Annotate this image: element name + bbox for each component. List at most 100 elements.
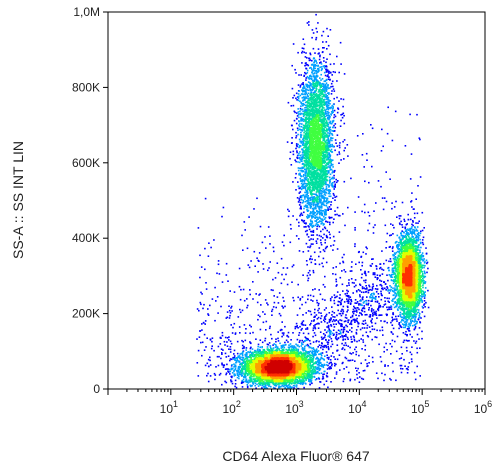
data-point bbox=[229, 348, 232, 351]
data-point bbox=[311, 189, 314, 192]
data-point bbox=[302, 83, 305, 86]
data-point bbox=[269, 243, 271, 245]
data-point bbox=[355, 333, 358, 335]
data-point bbox=[319, 251, 322, 253]
data-point bbox=[322, 89, 324, 91]
data-point bbox=[261, 346, 263, 348]
data-point bbox=[364, 180, 366, 183]
data-point bbox=[329, 53, 331, 56]
data-point bbox=[309, 294, 312, 297]
data-point bbox=[398, 323, 400, 326]
data-point bbox=[304, 230, 307, 233]
data-point bbox=[365, 279, 367, 281]
data-point bbox=[320, 79, 322, 81]
data-point bbox=[266, 346, 269, 348]
data-point bbox=[270, 348, 272, 350]
data-point bbox=[415, 320, 417, 323]
data-point bbox=[322, 375, 324, 378]
data-point bbox=[419, 251, 421, 254]
data-point bbox=[297, 296, 299, 299]
data-point bbox=[315, 213, 318, 216]
data-point bbox=[326, 197, 329, 200]
data-point bbox=[380, 290, 382, 293]
data-point bbox=[334, 123, 337, 125]
data-point bbox=[232, 358, 235, 360]
data-point bbox=[301, 123, 303, 125]
data-point bbox=[380, 360, 383, 363]
data-point bbox=[325, 187, 328, 190]
data-point bbox=[413, 321, 416, 323]
data-point bbox=[304, 130, 306, 132]
data-point bbox=[323, 211, 326, 213]
data-point bbox=[400, 367, 402, 370]
data-point bbox=[241, 365, 243, 367]
data-point bbox=[238, 375, 240, 378]
data-point bbox=[300, 322, 303, 325]
data-point bbox=[422, 273, 424, 275]
data-point bbox=[298, 187, 300, 190]
data-point bbox=[330, 93, 333, 95]
data-point bbox=[354, 302, 356, 304]
data-point bbox=[354, 348, 356, 351]
data-point bbox=[363, 287, 365, 289]
data-point bbox=[420, 289, 422, 291]
data-point bbox=[323, 364, 326, 366]
data-point bbox=[367, 289, 370, 292]
data-point bbox=[314, 59, 317, 62]
data-point bbox=[396, 234, 399, 237]
data-point bbox=[327, 358, 330, 360]
data-point bbox=[404, 226, 407, 229]
data-point bbox=[420, 261, 422, 264]
data-point bbox=[374, 297, 376, 300]
data-point bbox=[304, 111, 307, 113]
data-point bbox=[308, 115, 311, 118]
data-point bbox=[328, 149, 330, 151]
data-point bbox=[295, 92, 298, 95]
data-point bbox=[307, 195, 309, 197]
data-point bbox=[330, 111, 333, 113]
data-point bbox=[226, 337, 229, 339]
data-point bbox=[257, 385, 260, 387]
data-point bbox=[293, 299, 295, 302]
data-point bbox=[373, 210, 375, 212]
data-point bbox=[326, 106, 329, 109]
data-point bbox=[395, 305, 398, 307]
data-point bbox=[342, 336, 344, 338]
data-point bbox=[289, 349, 291, 352]
data-point bbox=[364, 319, 366, 322]
data-point bbox=[328, 141, 330, 144]
data-point bbox=[231, 375, 233, 378]
data-point bbox=[350, 323, 353, 326]
data-point bbox=[284, 344, 286, 346]
data-point bbox=[314, 351, 316, 354]
data-point bbox=[320, 243, 323, 246]
data-point bbox=[310, 356, 313, 359]
data-point bbox=[337, 108, 340, 110]
data-point bbox=[328, 312, 331, 314]
data-point bbox=[303, 185, 306, 188]
data-point bbox=[302, 152, 304, 154]
data-point bbox=[357, 367, 359, 370]
data-point bbox=[322, 182, 324, 185]
data-point bbox=[320, 321, 323, 323]
data-point bbox=[326, 184, 328, 186]
data-point bbox=[326, 162, 328, 165]
data-point bbox=[339, 312, 341, 315]
data-point bbox=[318, 58, 321, 61]
data-point bbox=[298, 199, 301, 202]
data-point bbox=[326, 136, 329, 138]
data-point bbox=[400, 364, 403, 367]
data-point bbox=[336, 248, 339, 250]
data-point bbox=[302, 148, 304, 151]
data-point bbox=[361, 287, 364, 290]
data-point bbox=[316, 301, 319, 304]
data-point bbox=[316, 74, 318, 77]
data-point bbox=[245, 328, 247, 330]
data-point bbox=[397, 315, 400, 317]
data-point bbox=[321, 202, 324, 204]
data-point bbox=[236, 373, 239, 375]
data-point bbox=[368, 222, 371, 225]
data-point bbox=[340, 319, 343, 322]
data-point bbox=[268, 383, 271, 386]
data-point bbox=[360, 255, 363, 258]
